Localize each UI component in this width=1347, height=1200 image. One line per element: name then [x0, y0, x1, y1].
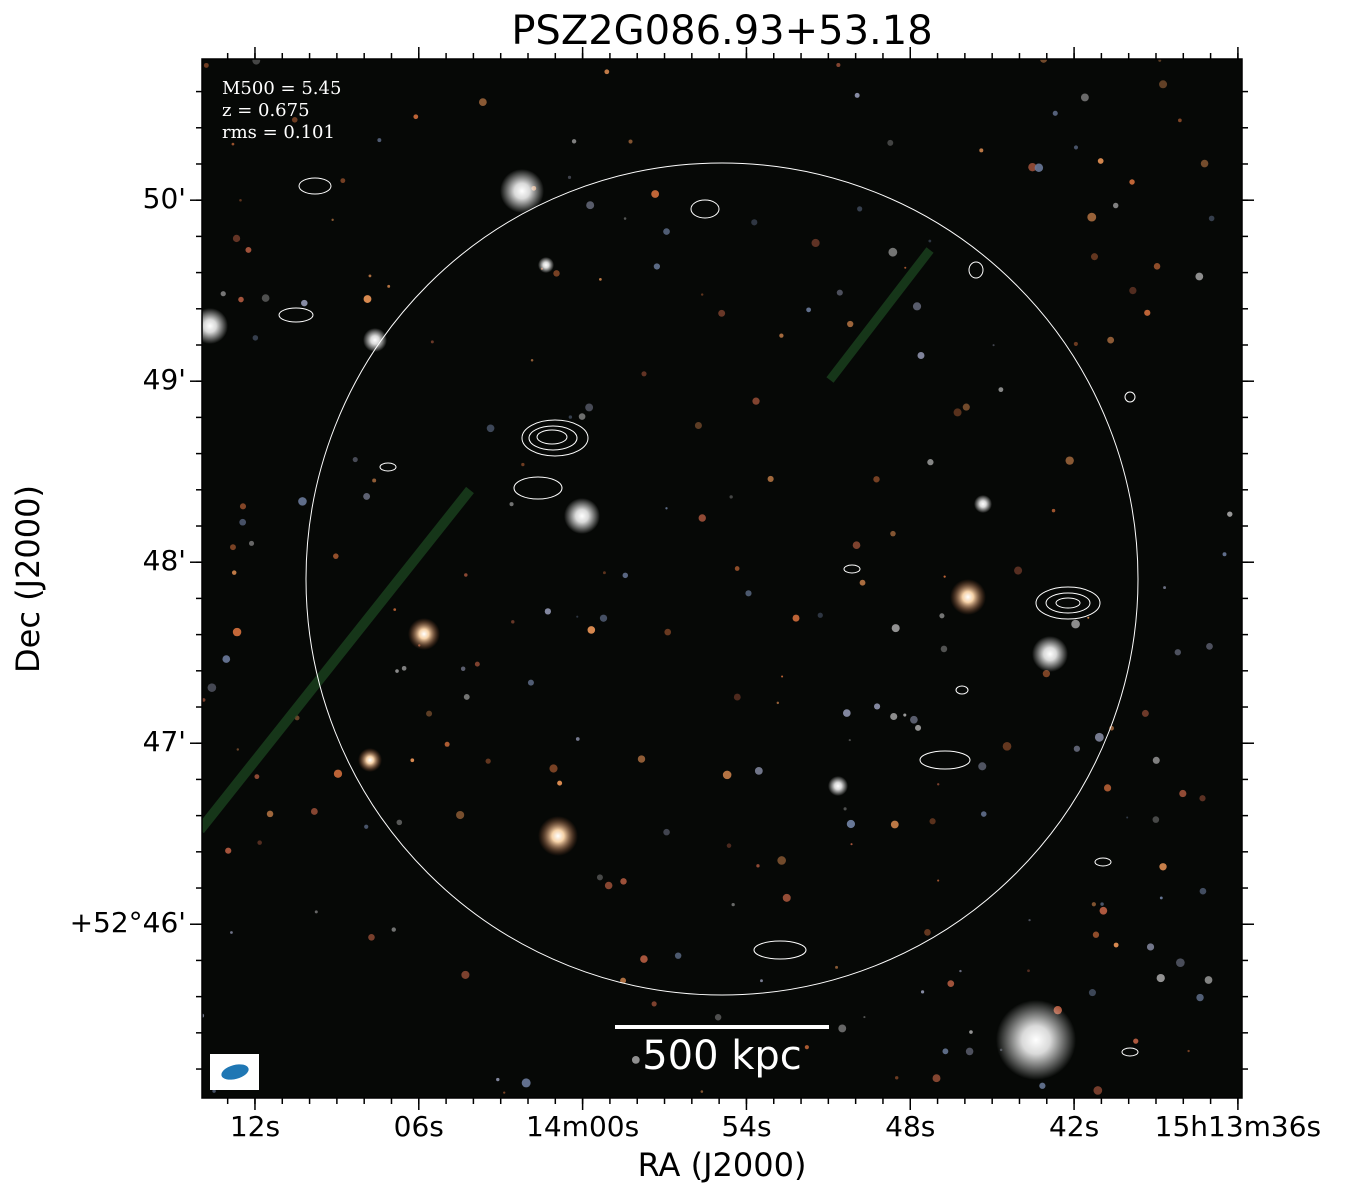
scale-bar-label: 500 kpc	[642, 1033, 802, 1079]
y-tick-label: 47'	[143, 725, 186, 758]
annotation: z = 0.675	[222, 100, 310, 121]
y-axis-label: Dec (J2000)	[9, 485, 47, 673]
beam	[221, 1064, 249, 1080]
x-tick-label: 12s	[230, 1110, 280, 1143]
annotation: rms = 0.101	[222, 122, 335, 143]
x-tick-label: 48s	[885, 1110, 935, 1143]
plot-frame	[201, 58, 1243, 1099]
y-tick-label: 49'	[143, 363, 186, 396]
annotation: M500 = 5.45	[222, 78, 341, 99]
chart-title: PSZ2G086.93+53.18	[511, 8, 932, 54]
x-tick-label: 15h13m36s	[1155, 1110, 1322, 1143]
x-tick-label: 42s	[1049, 1110, 1099, 1143]
y-tick-label: +52°46'	[70, 906, 186, 939]
x-tick-label: 14m00s	[526, 1110, 639, 1143]
y-tick-label: 48'	[143, 544, 186, 577]
x-tick-label: 54s	[721, 1110, 771, 1143]
r500-circle	[305, 162, 1139, 996]
x-axis-label: RA (J2000)	[638, 1146, 807, 1184]
y-tick-label: 50'	[143, 182, 186, 215]
x-tick-label: 06s	[394, 1110, 444, 1143]
sky-image: 500 kpc M500 = 5.45 z = 0.675 rms = 0.10…	[202, 59, 1242, 1098]
radio-contours	[278, 177, 1139, 1057]
